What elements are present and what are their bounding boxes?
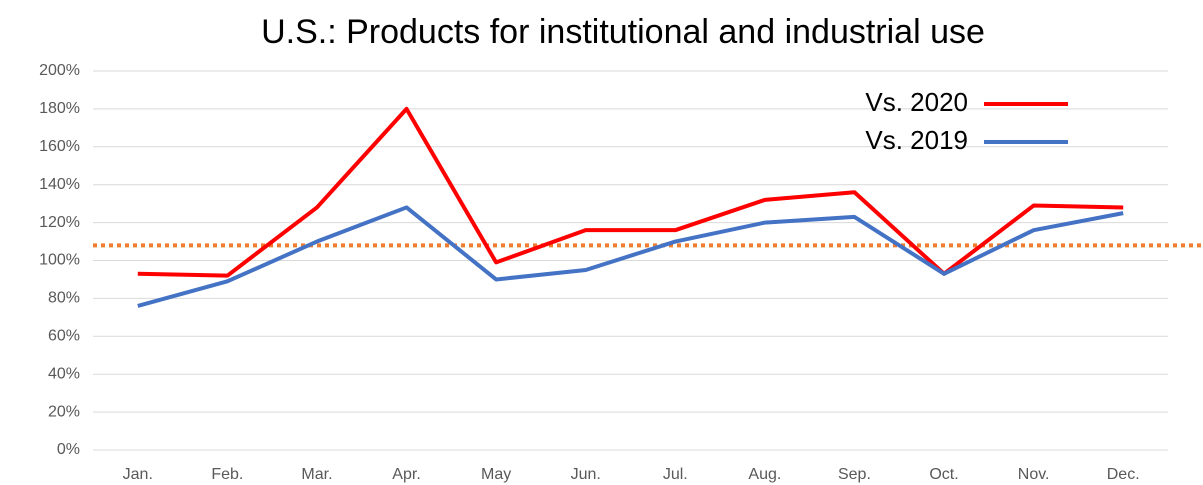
x-tick-label: Oct. bbox=[929, 466, 958, 483]
legend-label: Vs. 2020 bbox=[865, 87, 968, 117]
y-tick-label: 160% bbox=[39, 138, 80, 155]
x-tick-label: Jul. bbox=[663, 466, 688, 483]
x-tick-label: Sep. bbox=[838, 466, 871, 483]
y-tick-label: 180% bbox=[39, 100, 80, 117]
y-tick-label: 100% bbox=[39, 252, 80, 269]
line-series bbox=[137, 205, 1124, 308]
legend-label: Vs. 2019 bbox=[865, 125, 968, 155]
y-tick-label: 80% bbox=[48, 290, 80, 307]
line-series bbox=[137, 106, 1124, 278]
y-tick-label: 120% bbox=[39, 214, 80, 231]
x-tick-label: Feb. bbox=[211, 466, 243, 483]
y-tick-label: 20% bbox=[48, 403, 80, 420]
x-tick-label: Dec. bbox=[1107, 466, 1140, 483]
x-tick-label: Jun. bbox=[571, 466, 601, 483]
x-tick-label: Nov. bbox=[1018, 466, 1050, 483]
x-tick-label: Aug. bbox=[748, 466, 781, 483]
y-tick-label: 60% bbox=[48, 328, 80, 345]
x-tick-label: Apr. bbox=[392, 466, 420, 483]
y-tick-label: 140% bbox=[39, 176, 80, 193]
y-tick-label: 40% bbox=[48, 365, 80, 382]
x-tick-label: Mar. bbox=[301, 466, 332, 483]
chart-title: U.S.: Products for institutional and ind… bbox=[261, 13, 985, 51]
x-tick-label: May bbox=[481, 466, 511, 483]
x-tick-label: Jan. bbox=[123, 466, 153, 483]
y-tick-label: 200% bbox=[39, 62, 80, 79]
y-tick-label: 0% bbox=[57, 441, 80, 458]
